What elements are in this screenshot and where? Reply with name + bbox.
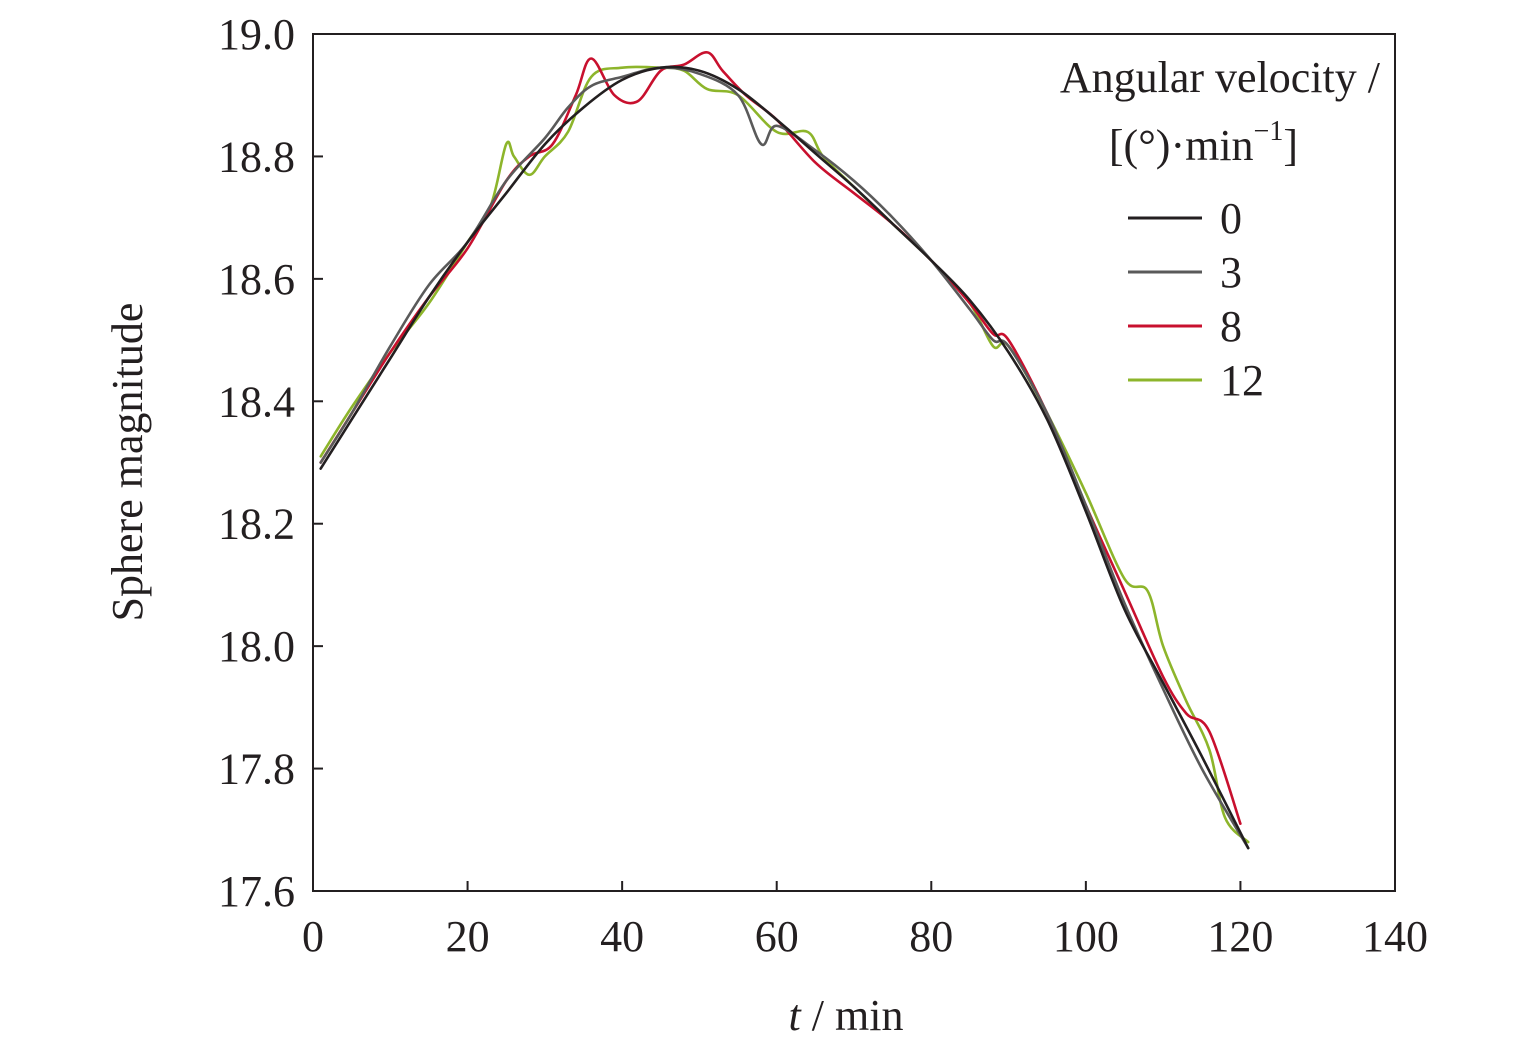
x-tick-label: 120	[1207, 912, 1273, 961]
x-axis-unit: / min	[801, 991, 904, 1040]
legend-label-12: 12	[1220, 356, 1264, 405]
y-tick-label: 18.4	[218, 377, 295, 426]
legend-label-8: 8	[1220, 302, 1242, 351]
legend-title-unit: [(°)·min	[1109, 121, 1254, 170]
x-axis-variable: t	[789, 991, 803, 1040]
legend-title-bracket: ]	[1283, 121, 1298, 170]
legend-title-line2: [(°)·min−1]	[1109, 116, 1298, 170]
legend: Angular velocity / [(°)·min−1] 0 3 8 12	[1060, 53, 1381, 405]
x-tick-label: 100	[1053, 912, 1119, 961]
y-tick-label: 18.0	[218, 622, 295, 671]
y-axis-label: Sphere magnitude	[103, 303, 152, 622]
x-axis-label: t / min	[789, 991, 904, 1040]
y-tick-label: 17.8	[218, 745, 295, 794]
y-tick-label: 18.2	[218, 500, 295, 549]
series-line-12	[319, 65, 1250, 844]
x-tick-label: 60	[755, 912, 799, 961]
x-tick-label: 40	[600, 912, 644, 961]
x-tick-label: 0	[302, 912, 324, 961]
y-tick-label: 18.6	[218, 255, 295, 304]
legend-label-3: 3	[1220, 248, 1242, 297]
series-lines	[319, 51, 1250, 850]
legend-label-0: 0	[1220, 194, 1242, 243]
legend-title-exponent: −1	[1254, 116, 1284, 147]
series-line-8	[319, 51, 1242, 825]
x-tick-label: 20	[446, 912, 490, 961]
legend-title-line1: Angular velocity /	[1060, 53, 1381, 102]
x-tick-label: 140	[1362, 912, 1428, 961]
y-tick-label: 19.0	[218, 10, 295, 59]
y-axis-ticks: 17.6 17.8 18.0 18.2 18.4 18.6 18.8 19.0	[218, 10, 323, 916]
x-tick-label: 80	[909, 912, 953, 961]
plot-frame	[312, 33, 1396, 892]
legend-items: 0 3 8 12	[1128, 194, 1264, 405]
series-line-0	[319, 65, 1250, 850]
series-line-3	[319, 66, 1250, 850]
y-tick-label: 18.8	[218, 132, 295, 181]
x-axis-ticks: 0 20 40 60 80 100 120 140	[302, 881, 1428, 961]
y-tick-label: 17.6	[218, 867, 295, 916]
